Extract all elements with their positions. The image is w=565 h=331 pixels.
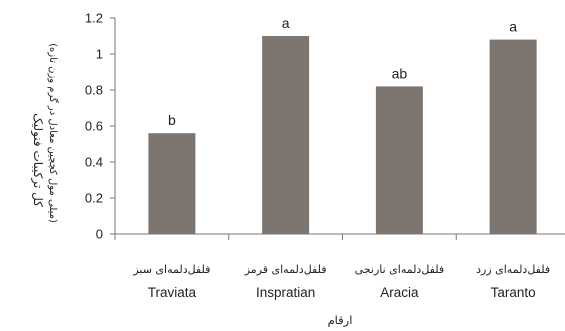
x-category-label-en: Aracia — [380, 285, 419, 300]
significance-letter: a — [509, 19, 517, 35]
x-axis-label: ارقام — [328, 313, 353, 328]
significance-letter: ab — [392, 65, 408, 81]
y-tick-label: 0 — [96, 227, 103, 242]
x-category-label-en: Taranto — [491, 285, 536, 300]
y-axis-label-line1: کل ترکیبات فنولیک — [30, 113, 45, 207]
y-tick-label: 0.2 — [85, 191, 103, 206]
plot-area: 0 0.2 0.4 0.6 0.8 1 1.2 b فلفل‌دلمه‌ای سبز Travia… — [85, 11, 565, 300]
x-category-label-fa: فلفل‌دلمه‌ای نارنجی — [355, 263, 445, 276]
significance-letter: b — [168, 112, 176, 128]
y-tick-label: 1 — [96, 47, 103, 62]
x-category-label-en: Traviata — [148, 285, 197, 300]
y-tick-label: 0.8 — [85, 83, 103, 98]
x-category-label-en: Inspratian — [256, 285, 315, 300]
significance-letter: a — [282, 15, 290, 31]
bar-3 — [375, 86, 423, 235]
y-axis-label-line2: (میلی مول کچچین معادل در گرم وزن تازه) — [47, 43, 59, 223]
bar-4 — [489, 39, 537, 234]
x-category-label-fa: فلفل‌دلمه‌ای قرمز — [244, 263, 327, 276]
bar-1 — [148, 133, 196, 234]
bar-2 — [262, 36, 310, 234]
y-tick-label: 0.4 — [85, 155, 103, 170]
x-category-label-fa: فلفل‌دلمه‌ای زرد — [476, 263, 550, 276]
y-tick-label: 1.2 — [85, 11, 103, 26]
y-tick-label: 0.6 — [85, 119, 103, 134]
y-axis-label: کل ترکیبات فنولیک (میلی مول کچچین معادل … — [30, 43, 59, 223]
x-category-label-fa: فلفل‌دلمه‌ای سبز — [132, 263, 210, 276]
